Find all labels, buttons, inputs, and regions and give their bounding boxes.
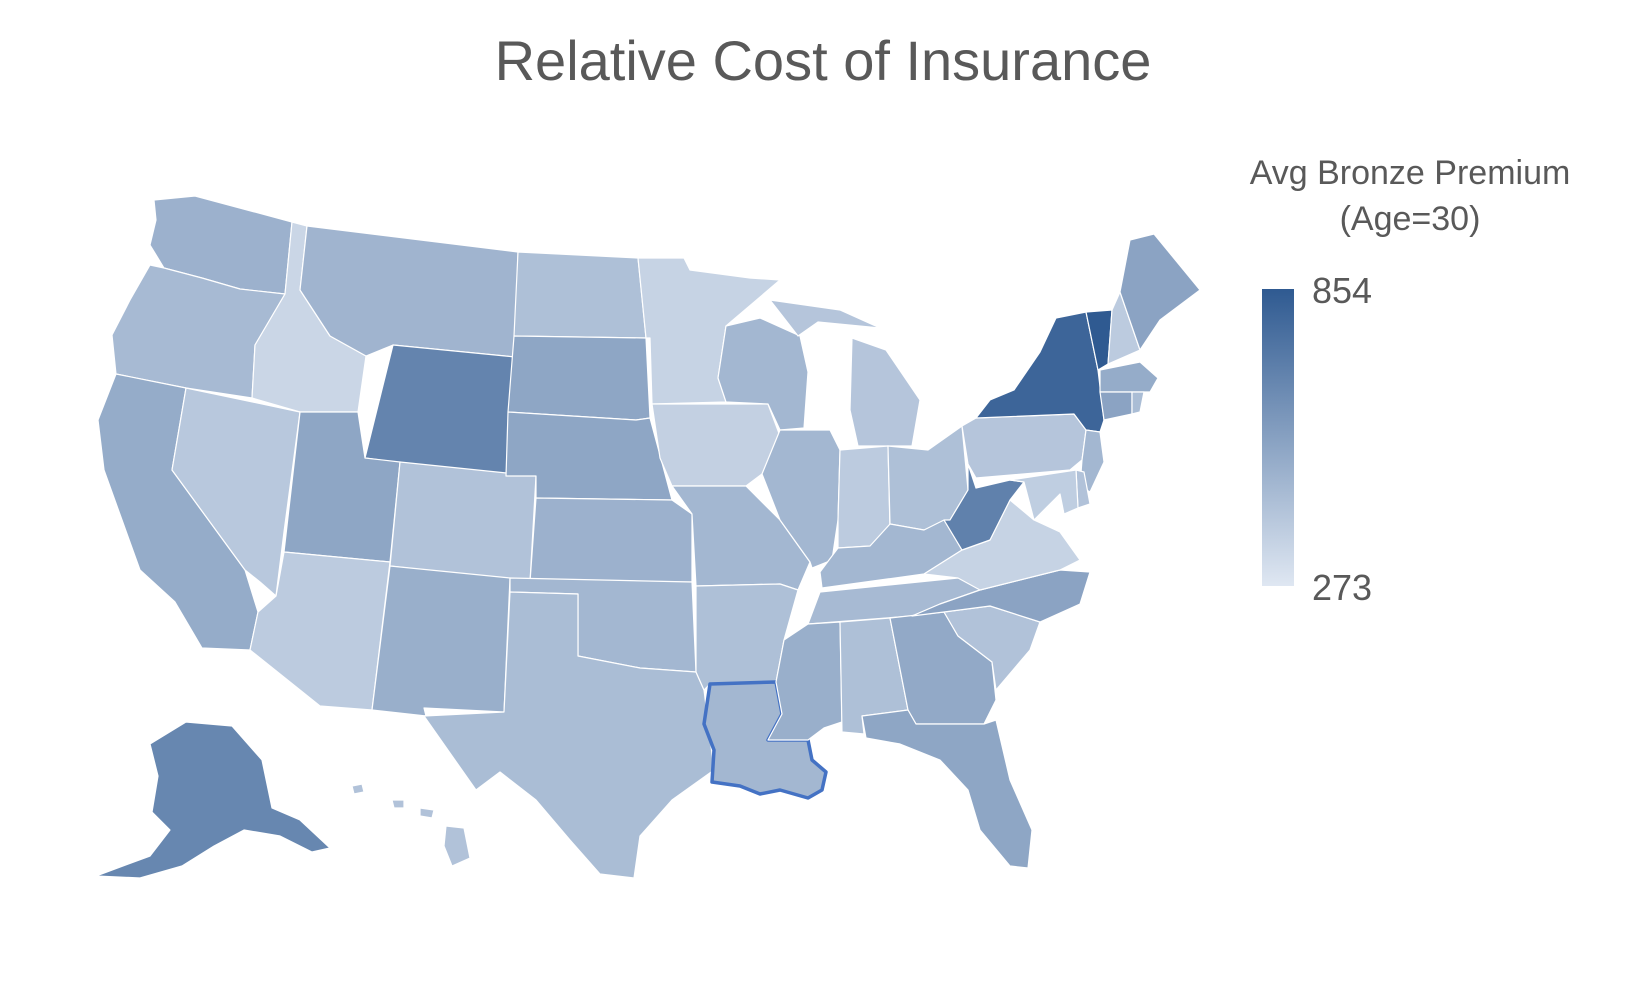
state-CT[interactable] xyxy=(1099,391,1133,421)
legend-color-scale xyxy=(1262,289,1294,586)
state-IL[interactable] xyxy=(761,429,841,569)
state-WY[interactable] xyxy=(364,344,516,477)
legend-title-line2: (Age=30) xyxy=(1339,200,1481,238)
state-SD[interactable] xyxy=(507,335,651,421)
state-MA[interactable] xyxy=(1099,361,1159,393)
state-RI[interactable] xyxy=(1131,391,1145,415)
state-MD[interactable] xyxy=(1009,469,1079,521)
state-ND[interactable] xyxy=(513,251,647,339)
state-ME[interactable] xyxy=(1119,233,1201,351)
state-CO[interactable] xyxy=(389,461,537,583)
state-NC[interactable] xyxy=(911,569,1091,623)
state-HI[interactable] xyxy=(351,783,471,867)
state-MT[interactable] xyxy=(299,225,519,358)
state-MI[interactable] xyxy=(769,299,921,447)
state-IA[interactable] xyxy=(651,403,781,487)
state-OR[interactable] xyxy=(111,264,286,399)
legend-title-line1: Avg Bronze Premium xyxy=(1249,154,1571,192)
legend-title: Avg Bronze Premium (Age=30) xyxy=(1230,150,1590,242)
legend-max-label: 854 xyxy=(1312,270,1373,311)
chart-title: Relative Cost of Insurance xyxy=(494,29,1152,92)
state-TX[interactable] xyxy=(423,591,715,879)
state-NM[interactable] xyxy=(371,565,511,717)
state-AK[interactable] xyxy=(95,721,331,879)
state-PA[interactable] xyxy=(961,413,1087,479)
state-KS[interactable] xyxy=(529,497,693,583)
state-NJ[interactable] xyxy=(1079,429,1105,493)
state-FL[interactable] xyxy=(861,709,1033,869)
state-WI[interactable] xyxy=(717,317,809,431)
legend-min-label: 273 xyxy=(1312,567,1373,608)
state-NY[interactable] xyxy=(975,311,1105,433)
